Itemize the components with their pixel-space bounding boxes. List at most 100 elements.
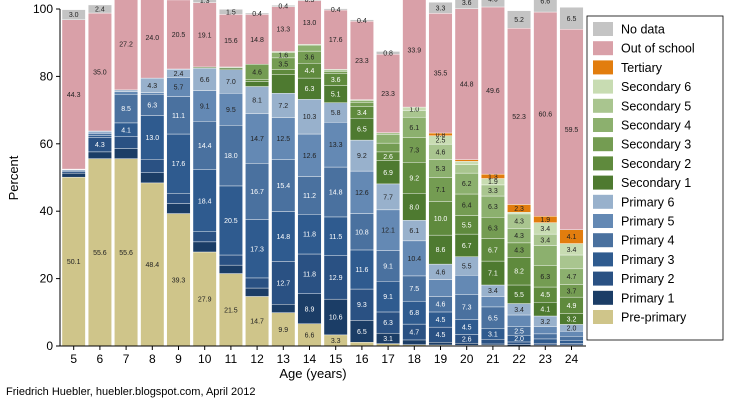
segment-value-label: 6.3 [488,204,498,211]
bar-segment-no-data-age-21 [481,0,505,8]
bar-segment-primary-2-age-10 [192,231,217,243]
bars: 50.1 44.3 3.0 55.6 4.3 35.0 2.4 55.6 4.1 8.5 27.2 2… [61,0,584,347]
segment-value-label: 20.5 [172,32,186,39]
segment-value-label: 7.1 [436,187,446,194]
segment-value-label: 33.9 [407,47,421,54]
bar-segment-no-data-age-16 [350,19,374,22]
bar-segment-no-data-age-10 [192,0,217,3]
bar-segment-secondary-3-age-15 [323,71,348,74]
segment-value-label: 49.6 [486,88,500,95]
segment-value-label: 0.4 [278,3,288,10]
segment-value-label: 6.1 [409,228,419,235]
segment-value-label: 8.1 [252,98,262,105]
segment-value-label: 12.7 [276,280,290,287]
segment-value-label: 4.7 [567,274,577,281]
bar-segment-secondary-2-age-13 [271,69,296,75]
segment-value-label: 0.4 [331,7,341,14]
bar-segment-primary-3-age-23 [533,338,558,344]
legend-label-secondary-6: Secondary 6 [621,80,691,94]
legend-label-primary-6: Primary 6 [621,195,675,209]
bar-segment-secondary-1-age-13 [271,74,296,94]
bar-segment-no-data-age-15 [323,8,348,11]
bar-segment-out-of-school-age-7 [114,0,139,91]
bar-segment-primary-5-age-19 [428,279,453,297]
segment-value-label: 14.4 [198,143,212,150]
segment-value-label: 6.3 [383,320,393,327]
segment-value-label: 23.3 [355,58,369,65]
bar-segment-secondary-4-age-15 [323,69,348,72]
segment-value-label: 4.6 [436,149,446,156]
bar-segment-primary-1-age-13 [271,304,296,313]
segment-value-label: 7.0 [226,79,236,86]
segment-value-label: 5.1 [331,92,341,99]
segment-value-label: 5.5 [514,292,524,299]
segment-value-label: 4.1 [540,307,550,314]
segment-value-label: 6.3 [540,274,550,281]
segment-value-label: 13.0 [303,20,317,27]
segment-value-label: 3.1 [383,336,393,343]
segment-value-label: 1.0 [409,106,419,113]
bar-segment-primary-2-age-7 [114,136,139,149]
bar-segment-secondary-5-age-20 [454,164,479,174]
bar-segment-secondary-6-age-20 [454,161,479,165]
bar-segment-out-of-school-age-8 [140,0,165,79]
bar-segment-primary-2-age-24 [559,343,584,346]
bar-segment-secondary-4-age-16 [350,100,374,103]
bar-segment-primary-5-age-7 [114,91,139,95]
bar-segment-primary-1-age-20 [454,343,479,346]
segment-value-label: 3.6 [305,55,315,62]
bar-segment-no-data-age-6 [87,4,112,14]
bar-segment-out-of-school-age-18 [402,0,427,108]
segment-value-label: 6.1 [409,125,419,132]
segment-value-label: 2.4 [95,7,105,14]
segment-value-label: 9.1 [383,294,393,301]
segment-value-label: 55.6 [93,250,107,257]
bar-segment-no-data-age-14 [297,0,322,1]
segment-value-label: 12.9 [329,275,343,282]
bar-segment-secondary-4-age-23 [533,245,558,266]
bar-segment-secondary-4-age-14 [297,44,322,52]
legend-label-secondary-1: Secondary 1 [621,176,691,190]
bar-segment-secondary-4-age-17 [376,134,400,144]
segment-value-label: 12.5 [276,136,290,143]
bar-segment-tertiary-age-20 [454,159,479,162]
y-tick-label: 80 [40,69,54,83]
legend-swatch-primary-2 [593,271,613,286]
segment-value-label: 7.1 [488,271,498,278]
segment-value-label: 5.7 [174,85,184,92]
segment-value-label: 3.2 [540,319,550,326]
bar-segment-secondary-1-age-11 [218,67,243,70]
segment-value-label: 5.3 [436,166,446,173]
bar-segment-primary-2-age-21 [481,339,505,345]
segment-value-label: 0.8 [383,50,393,57]
bar-segment-secondary-5-age-17 [376,132,400,135]
legend-label-secondary-2: Secondary 2 [621,157,691,171]
x-tick-label: 20 [460,352,474,366]
segment-value-label: 2.0 [567,325,577,332]
bar-segment-primary-1-age-6 [87,151,112,159]
x-tick-label: 19 [434,352,448,366]
x-tick-label: 11 [225,352,238,366]
legend-label-primary-3: Primary 3 [621,253,675,267]
segment-value-label: 6.9 [383,170,393,177]
segment-value-label: 3.3 [436,5,446,12]
segment-value-label: 4.1 [567,234,577,241]
segment-value-label: 6.5 [567,16,577,23]
segment-value-label: 11.8 [303,271,316,278]
legend-label-secondary-5: Secondary 5 [621,99,691,113]
segment-value-label: 27.9 [198,296,212,303]
legend-swatch-primary-6 [593,194,613,209]
segment-value-label: 4.3 [147,83,157,90]
segment-value-label: 7.5 [409,286,419,293]
bar-segment-pre-primary-age-16 [350,342,374,347]
segment-value-label: 12.6 [303,153,317,160]
segment-value-label: 27.2 [119,42,133,49]
bar-segment-primary-1-age-18 [402,339,427,345]
bar-segment-primary-4-age-24 [559,336,584,341]
segment-value-label: 50.1 [67,259,81,266]
segment-value-label: 12.6 [355,190,369,197]
segment-value-label: 6.5 [488,315,498,322]
segment-value-label: 3.4 [540,226,550,233]
x-tick-label: 15 [329,352,343,366]
legend-swatch-primary-5 [593,214,613,228]
